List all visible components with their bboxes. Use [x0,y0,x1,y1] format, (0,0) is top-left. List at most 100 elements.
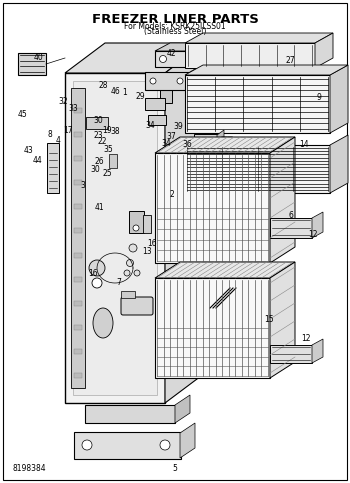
Bar [155,278,270,378]
Text: 39: 39 [174,122,183,131]
Polygon shape [190,66,200,90]
Circle shape [150,78,156,84]
Bar [74,180,82,185]
Bar [185,145,330,193]
Bar [270,218,312,238]
Polygon shape [270,262,295,378]
Text: 29: 29 [135,92,145,101]
Bar [74,108,82,113]
Text: 1: 1 [122,88,127,97]
Text: (Stainless Steel): (Stainless Steel) [144,27,206,36]
Circle shape [134,270,140,276]
Text: For Models: KSRK25ILSS01: For Models: KSRK25ILSS01 [124,22,226,31]
Ellipse shape [93,308,113,338]
Text: 2: 2 [169,190,174,199]
Text: 34: 34 [146,121,155,130]
Polygon shape [180,423,195,458]
Bar [74,253,82,257]
Text: 16: 16 [147,240,157,248]
Bar [155,51,210,67]
Text: 5: 5 [173,464,177,473]
Text: 4: 4 [56,136,61,144]
Text: 25: 25 [103,170,113,178]
Bar [121,291,135,298]
Text: 13: 13 [142,247,152,256]
Text: 37: 37 [166,132,176,141]
Text: 15: 15 [265,315,274,324]
Polygon shape [312,212,323,238]
Polygon shape [165,43,205,403]
Text: 3: 3 [81,182,86,190]
Text: 42: 42 [167,49,176,57]
Bar [109,154,117,168]
Text: 19: 19 [103,126,112,135]
Bar [74,204,82,209]
Bar [74,156,82,161]
Circle shape [124,270,130,276]
Text: 43: 43 [23,146,33,155]
FancyBboxPatch shape [86,117,108,129]
Circle shape [89,260,105,276]
Text: 32: 32 [58,97,68,106]
Bar [74,325,82,330]
Text: 27: 27 [286,56,295,65]
Text: 30: 30 [94,116,104,125]
Bar [74,373,82,378]
Bar [74,228,82,233]
Bar [129,211,144,233]
Bar [47,143,59,193]
Text: 7: 7 [117,278,121,287]
Text: 38: 38 [111,127,120,136]
Bar [85,405,175,423]
Circle shape [133,225,139,231]
Polygon shape [315,33,333,68]
FancyBboxPatch shape [221,137,233,149]
Text: 26: 26 [95,157,105,166]
Polygon shape [270,137,295,263]
Text: 16: 16 [88,270,98,278]
Bar [18,53,46,75]
Text: 22: 22 [97,137,107,145]
Polygon shape [155,43,225,51]
Bar [74,301,82,306]
Text: 12: 12 [301,334,311,342]
Circle shape [82,440,92,450]
Bar [185,75,330,133]
Bar [160,89,172,103]
Polygon shape [330,135,348,193]
Bar [74,277,82,282]
Text: 36: 36 [182,141,192,149]
Polygon shape [185,33,333,43]
Text: 23: 23 [93,131,103,140]
Text: 46: 46 [111,87,120,96]
Polygon shape [217,130,224,155]
FancyBboxPatch shape [194,134,218,156]
Text: 34: 34 [162,139,172,148]
Text: FREEZER LINER PARTS: FREEZER LINER PARTS [92,13,258,26]
Text: 44: 44 [33,156,43,165]
Bar [74,132,82,137]
Bar [143,215,151,233]
Bar [74,349,82,354]
Bar [65,73,165,403]
Text: 41: 41 [95,203,105,212]
Polygon shape [175,395,190,423]
Polygon shape [210,43,225,67]
FancyBboxPatch shape [121,297,153,315]
Text: 30: 30 [90,165,100,173]
Circle shape [92,278,102,288]
Text: 14: 14 [300,141,309,149]
Text: 8198384: 8198384 [12,464,46,473]
Text: 17: 17 [63,126,72,135]
Polygon shape [330,65,348,133]
Text: 12: 12 [308,230,317,239]
Circle shape [160,56,167,62]
Text: 28: 28 [98,82,108,90]
Text: 6: 6 [289,212,294,220]
Bar [71,88,85,388]
Polygon shape [155,262,295,278]
Circle shape [177,78,183,84]
Bar [145,72,190,90]
Text: 45: 45 [18,111,28,119]
FancyBboxPatch shape [74,432,181,459]
